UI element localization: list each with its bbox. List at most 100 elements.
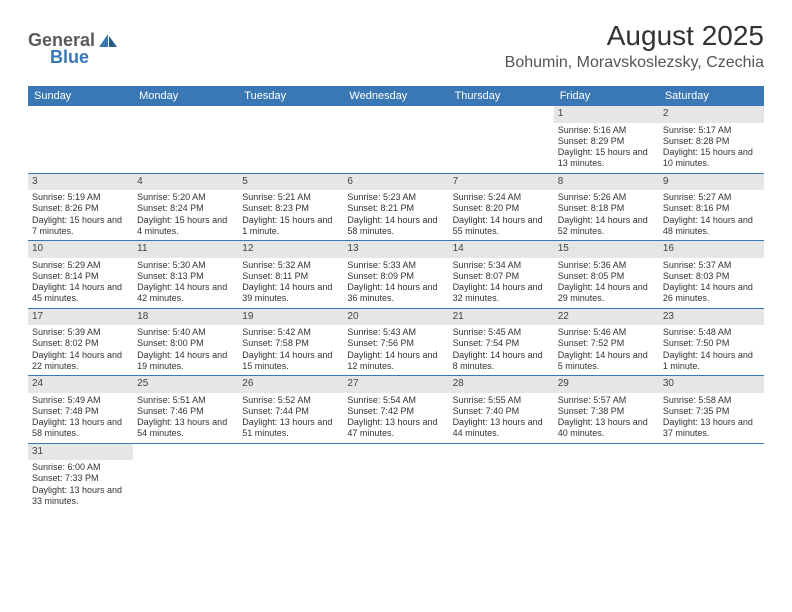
sunrise-text: Sunrise: 5:34 AM (453, 260, 550, 271)
calendar: SundayMondayTuesdayWednesdayThursdayFrid… (28, 86, 764, 510)
day-number: 27 (343, 376, 448, 393)
day-cell: 21Sunrise: 5:45 AMSunset: 7:54 PMDayligh… (449, 309, 554, 376)
day-cell: 23Sunrise: 5:48 AMSunset: 7:50 PMDayligh… (659, 309, 764, 376)
sunrise-text: Sunrise: 5:20 AM (137, 192, 234, 203)
sunset-text: Sunset: 8:18 PM (558, 203, 655, 214)
sunset-text: Sunset: 7:58 PM (242, 338, 339, 349)
day-details: Sunrise: 5:40 AMSunset: 8:00 PMDaylight:… (133, 325, 238, 375)
daylight-text: Daylight: 15 hours and 13 minutes. (558, 147, 655, 170)
sunrise-text: Sunrise: 5:51 AM (137, 395, 234, 406)
sunrise-text: Sunrise: 5:52 AM (242, 395, 339, 406)
day-cell: 15Sunrise: 5:36 AMSunset: 8:05 PMDayligh… (554, 241, 659, 308)
sunrise-text: Sunrise: 5:19 AM (32, 192, 129, 203)
sunset-text: Sunset: 8:07 PM (453, 271, 550, 282)
sunrise-text: Sunrise: 5:49 AM (32, 395, 129, 406)
sunset-text: Sunset: 8:24 PM (137, 203, 234, 214)
sunset-text: Sunset: 8:20 PM (453, 203, 550, 214)
day-details: Sunrise: 6:00 AMSunset: 7:33 PMDaylight:… (28, 460, 133, 510)
day-header: Friday (554, 86, 659, 106)
daylight-text: Daylight: 14 hours and 5 minutes. (558, 350, 655, 373)
daylight-text: Daylight: 13 hours and 40 minutes. (558, 417, 655, 440)
daylight-text: Daylight: 14 hours and 45 minutes. (32, 282, 129, 305)
sunrise-text: Sunrise: 5:40 AM (137, 327, 234, 338)
day-number: 22 (554, 309, 659, 326)
day-number: 18 (133, 309, 238, 326)
sunrise-text: Sunrise: 5:33 AM (347, 260, 444, 271)
day-details: Sunrise: 5:24 AMSunset: 8:20 PMDaylight:… (449, 190, 554, 240)
day-details: Sunrise: 5:21 AMSunset: 8:23 PMDaylight:… (238, 190, 343, 240)
day-number: 21 (449, 309, 554, 326)
day-details: Sunrise: 5:23 AMSunset: 8:21 PMDaylight:… (343, 190, 448, 240)
sunrise-text: Sunrise: 5:57 AM (558, 395, 655, 406)
logo: General Blue (28, 30, 118, 68)
sunrise-text: Sunrise: 5:29 AM (32, 260, 129, 271)
day-cell: 22Sunrise: 5:46 AMSunset: 7:52 PMDayligh… (554, 309, 659, 376)
sunset-text: Sunset: 7:40 PM (453, 406, 550, 417)
sunrise-text: Sunrise: 5:42 AM (242, 327, 339, 338)
sunset-text: Sunset: 7:50 PM (663, 338, 760, 349)
day-cell: 11Sunrise: 5:30 AMSunset: 8:13 PMDayligh… (133, 241, 238, 308)
day-number: 23 (659, 309, 764, 326)
sunrise-text: Sunrise: 6:00 AM (32, 462, 129, 473)
day-details: Sunrise: 5:34 AMSunset: 8:07 PMDaylight:… (449, 258, 554, 308)
day-number: 16 (659, 241, 764, 258)
day-details: Sunrise: 5:27 AMSunset: 8:16 PMDaylight:… (659, 190, 764, 240)
daylight-text: Daylight: 14 hours and 22 minutes. (32, 350, 129, 373)
month-title: August 2025 (505, 20, 764, 52)
daylight-text: Daylight: 14 hours and 52 minutes. (558, 215, 655, 238)
day-number: 15 (554, 241, 659, 258)
sunrise-text: Sunrise: 5:26 AM (558, 192, 655, 203)
day-cell: 26Sunrise: 5:52 AMSunset: 7:44 PMDayligh… (238, 376, 343, 443)
day-header: Wednesday (343, 86, 448, 106)
day-number: 14 (449, 241, 554, 258)
day-cell: 27Sunrise: 5:54 AMSunset: 7:42 PMDayligh… (343, 376, 448, 443)
day-cell: 2Sunrise: 5:17 AMSunset: 8:28 PMDaylight… (659, 106, 764, 173)
logo-text-blue: Blue (50, 47, 118, 68)
sunset-text: Sunset: 8:00 PM (137, 338, 234, 349)
day-number: 5 (238, 174, 343, 191)
day-details: Sunrise: 5:17 AMSunset: 8:28 PMDaylight:… (659, 123, 764, 173)
day-details: Sunrise: 5:51 AMSunset: 7:46 PMDaylight:… (133, 393, 238, 443)
sunset-text: Sunset: 7:56 PM (347, 338, 444, 349)
sunrise-text: Sunrise: 5:27 AM (663, 192, 760, 203)
daylight-text: Daylight: 13 hours and 51 minutes. (242, 417, 339, 440)
daylight-text: Daylight: 14 hours and 1 minute. (663, 350, 760, 373)
day-number: 11 (133, 241, 238, 258)
empty-cell (238, 106, 343, 173)
daylight-text: Daylight: 14 hours and 48 minutes. (663, 215, 760, 238)
day-details: Sunrise: 5:16 AMSunset: 8:29 PMDaylight:… (554, 123, 659, 173)
daylight-text: Daylight: 14 hours and 36 minutes. (347, 282, 444, 305)
daylight-text: Daylight: 14 hours and 26 minutes. (663, 282, 760, 305)
day-cell: 28Sunrise: 5:55 AMSunset: 7:40 PMDayligh… (449, 376, 554, 443)
day-details: Sunrise: 5:29 AMSunset: 8:14 PMDaylight:… (28, 258, 133, 308)
daylight-text: Daylight: 13 hours and 44 minutes. (453, 417, 550, 440)
day-cell: 30Sunrise: 5:58 AMSunset: 7:35 PMDayligh… (659, 376, 764, 443)
day-number: 26 (238, 376, 343, 393)
daylight-text: Daylight: 14 hours and 15 minutes. (242, 350, 339, 373)
sunrise-text: Sunrise: 5:54 AM (347, 395, 444, 406)
day-cell: 29Sunrise: 5:57 AMSunset: 7:38 PMDayligh… (554, 376, 659, 443)
day-number: 28 (449, 376, 554, 393)
sunset-text: Sunset: 7:52 PM (558, 338, 655, 349)
day-details: Sunrise: 5:43 AMSunset: 7:56 PMDaylight:… (343, 325, 448, 375)
day-details: Sunrise: 5:39 AMSunset: 8:02 PMDaylight:… (28, 325, 133, 375)
daylight-text: Daylight: 13 hours and 58 minutes. (32, 417, 129, 440)
sunrise-text: Sunrise: 5:30 AM (137, 260, 234, 271)
day-number: 4 (133, 174, 238, 191)
sunset-text: Sunset: 8:02 PM (32, 338, 129, 349)
sunset-text: Sunset: 8:14 PM (32, 271, 129, 282)
sunrise-text: Sunrise: 5:16 AM (558, 125, 655, 136)
day-cell: 6Sunrise: 5:23 AMSunset: 8:21 PMDaylight… (343, 174, 448, 241)
sunset-text: Sunset: 8:05 PM (558, 271, 655, 282)
day-header: Monday (133, 86, 238, 106)
empty-cell (28, 106, 133, 173)
day-header: Saturday (659, 86, 764, 106)
day-details: Sunrise: 5:48 AMSunset: 7:50 PMDaylight:… (659, 325, 764, 375)
day-number: 24 (28, 376, 133, 393)
daylight-text: Daylight: 15 hours and 10 minutes. (663, 147, 760, 170)
day-details: Sunrise: 5:54 AMSunset: 7:42 PMDaylight:… (343, 393, 448, 443)
day-cell: 25Sunrise: 5:51 AMSunset: 7:46 PMDayligh… (133, 376, 238, 443)
day-headers-row: SundayMondayTuesdayWednesdayThursdayFrid… (28, 86, 764, 106)
day-details: Sunrise: 5:19 AMSunset: 8:26 PMDaylight:… (28, 190, 133, 240)
sunset-text: Sunset: 8:11 PM (242, 271, 339, 282)
